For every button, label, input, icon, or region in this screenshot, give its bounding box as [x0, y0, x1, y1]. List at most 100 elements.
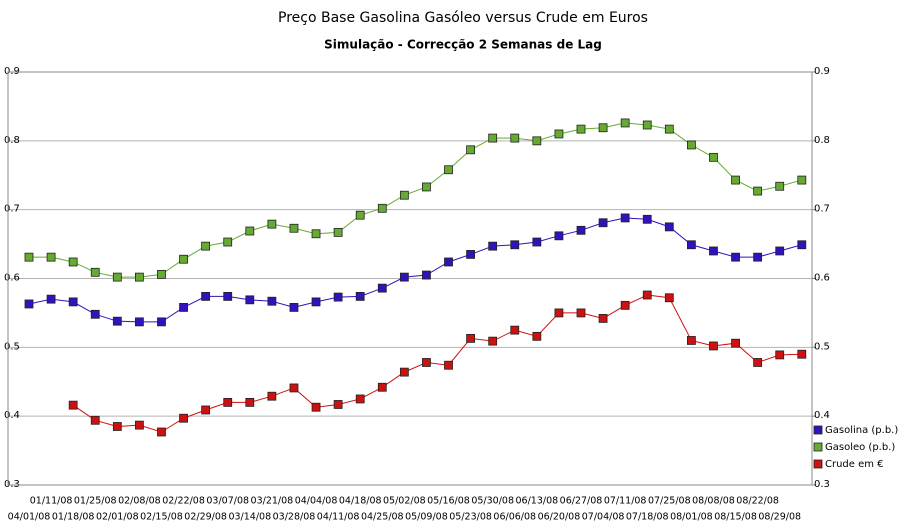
point-marker	[90, 415, 100, 425]
point-marker	[687, 240, 696, 250]
point-marker	[112, 272, 122, 282]
point-marker	[598, 218, 608, 228]
point-marker	[731, 252, 740, 262]
point-marker	[554, 231, 564, 241]
point-marker	[753, 252, 763, 262]
point-marker	[488, 133, 498, 143]
point-marker	[731, 175, 740, 185]
point-marker	[554, 308, 564, 318]
legend-swatch	[813, 459, 823, 469]
series-line	[29, 122, 802, 278]
point-marker	[355, 210, 365, 220]
point-marker	[797, 175, 807, 185]
point-marker	[399, 367, 409, 377]
y2-tick-label: 0.6	[814, 273, 830, 284]
point-marker	[709, 341, 718, 351]
point-marker	[664, 222, 674, 232]
legend-label: Crude em €	[825, 459, 884, 470]
point-marker	[179, 254, 188, 264]
y2-tick-label: 0.7	[814, 204, 830, 215]
point-marker	[620, 118, 630, 128]
point-marker	[134, 272, 144, 282]
point-marker	[532, 237, 542, 247]
x-tick-label: 03/21/08	[251, 496, 294, 507]
x-tick-label: 04/18/08	[339, 496, 382, 507]
point-marker	[333, 400, 343, 409]
x-tick-label: 07/04/08	[582, 512, 625, 523]
point-marker	[157, 269, 166, 279]
x-tick-label: 08/22/08	[736, 496, 779, 507]
legend-swatch	[813, 442, 823, 452]
point-marker	[90, 309, 100, 319]
x-tick-label: 06/20/08	[538, 512, 581, 523]
y-tick-label: 0.6	[4, 273, 20, 284]
point-marker	[377, 283, 387, 293]
x-tick-label: 07/18/08	[626, 512, 669, 523]
point-marker	[510, 133, 520, 143]
point-marker	[664, 293, 674, 303]
point-marker	[245, 295, 255, 305]
point-marker	[46, 294, 56, 304]
x-tick-label: 04/11/08	[317, 512, 360, 523]
point-marker	[775, 350, 785, 360]
point-marker	[620, 213, 630, 223]
point-marker	[466, 250, 476, 259]
point-marker	[289, 383, 299, 393]
point-marker	[157, 317, 166, 327]
point-marker	[797, 240, 807, 250]
point-marker	[68, 297, 78, 307]
point-marker	[466, 145, 476, 155]
x-tick-label: 05/09/08	[405, 512, 448, 523]
point-marker	[134, 420, 144, 430]
point-marker	[179, 413, 188, 423]
point-marker	[422, 270, 431, 280]
x-tick-label: 01/25/08	[74, 496, 117, 507]
point-marker	[466, 333, 476, 343]
point-marker	[223, 291, 233, 301]
x-tick-label: 06/27/08	[560, 496, 603, 507]
point-marker	[444, 257, 453, 267]
point-marker	[598, 314, 608, 323]
point-marker	[642, 290, 652, 300]
point-marker	[399, 190, 409, 200]
point-marker	[355, 394, 365, 404]
point-marker	[24, 299, 34, 309]
x-tick-label: 06/13/08	[516, 496, 559, 507]
y-tick-label: 0.7	[4, 204, 20, 215]
x-tick-label: 08/08/08	[692, 496, 735, 507]
x-tick-label: 08/01/08	[670, 512, 713, 523]
series-line	[72, 294, 802, 433]
point-marker	[731, 338, 740, 348]
x-tick-label: 02/22/08	[162, 496, 205, 507]
legend-label: Gasoleo (p.b.)	[825, 442, 895, 453]
point-marker	[664, 124, 674, 134]
x-tick-label: 02/15/08	[140, 512, 183, 523]
x-tick-label: 04/01/08	[8, 512, 51, 523]
point-marker	[422, 358, 431, 367]
point-marker	[598, 123, 608, 133]
point-marker	[488, 241, 498, 251]
point-marker	[311, 402, 321, 412]
x-tick-label: 04/25/08	[361, 512, 404, 523]
point-marker	[289, 303, 299, 312]
point-marker	[157, 427, 166, 437]
y2-tick-label: 0.9	[814, 66, 830, 77]
series-line	[28, 217, 802, 323]
point-marker	[576, 225, 586, 235]
point-marker	[377, 203, 387, 213]
y-tick-label: 0.5	[4, 341, 20, 352]
legend-swatch	[813, 425, 823, 435]
plot-frame	[7, 71, 813, 486]
point-marker	[267, 391, 277, 401]
point-marker	[753, 358, 763, 367]
point-marker	[24, 252, 34, 262]
point-marker	[267, 219, 277, 229]
point-marker	[311, 297, 321, 307]
y2-tick-label: 0.8	[814, 135, 830, 146]
point-marker	[267, 296, 277, 306]
y2-tick-label: 0.3	[814, 479, 830, 490]
point-marker	[510, 240, 520, 250]
x-tick-label: 02/29/08	[184, 512, 227, 523]
point-marker	[797, 349, 807, 359]
